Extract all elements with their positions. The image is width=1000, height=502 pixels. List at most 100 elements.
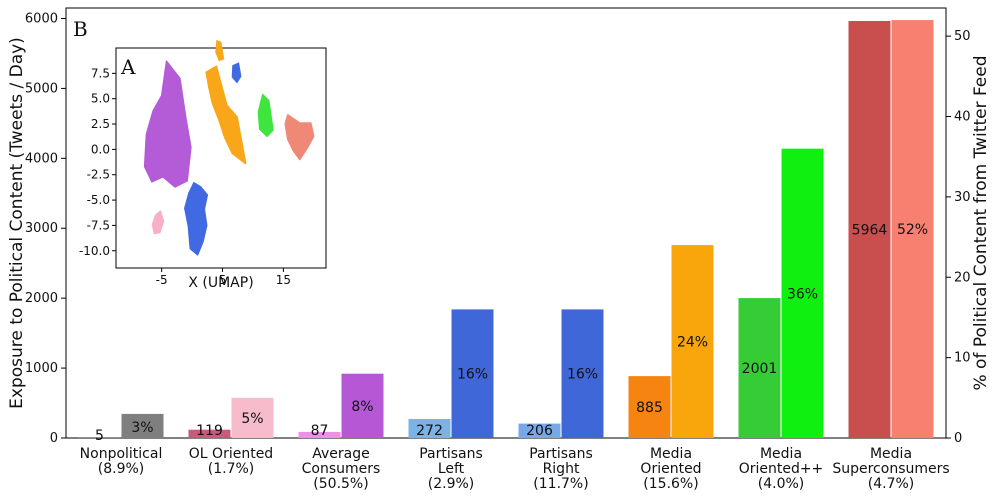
bar-percent-label: 36% — [787, 286, 818, 302]
bar-exposure — [518, 423, 561, 438]
inset-x-tick-label: -5 — [156, 273, 168, 287]
bar-percent-label: 3% — [131, 420, 153, 436]
bar-exposure — [628, 376, 671, 438]
umap-cluster — [257, 93, 274, 137]
bar-percent — [891, 20, 934, 439]
left-tick-label: 2000 — [25, 291, 58, 306]
right-tick-label: 30 — [954, 190, 971, 205]
inset-x-axis-title: X (UMAP) — [188, 275, 253, 291]
bar-percent — [231, 397, 274, 438]
inset-y-tick-label: 5.0 — [91, 92, 110, 106]
bar-value-label: 272 — [416, 423, 443, 439]
category-label: OL Oriented — [189, 446, 273, 462]
inset-y-tick-label: -7.5 — [87, 218, 110, 232]
bar-percent-label: 24% — [677, 335, 708, 351]
category-label: Average — [312, 446, 370, 462]
bar-exposure — [298, 431, 341, 438]
left-tick-label: 4000 — [25, 151, 58, 166]
bar-value-label: 2001 — [742, 361, 778, 377]
category-label: (4.0%) — [758, 476, 805, 492]
bar-value-label: 5964 — [852, 223, 888, 239]
category-label: Oriented++ — [739, 461, 824, 477]
left-axis-title: Exposure to Political Content (Tweets / … — [7, 37, 27, 409]
inset-y-tick-label: -5.0 — [87, 193, 110, 207]
umap-cluster — [184, 182, 209, 256]
bar-percent — [561, 309, 604, 438]
bar-exposure — [188, 429, 231, 438]
category-label: Media — [870, 446, 912, 462]
right-axis-title: % of Political Content from Twitter Feed — [971, 55, 991, 390]
inset-x-tick-label: 15 — [276, 273, 291, 287]
bar-percent-label: 16% — [457, 367, 488, 383]
umap-cluster-fragment — [215, 39, 225, 62]
category-label: Partisans — [529, 446, 593, 462]
bar-percent-label: 8% — [351, 399, 373, 415]
category-label: Superconsumers — [832, 461, 949, 477]
plot-frame — [65, 7, 947, 439]
left-axis: 0 1000 2000 3000 4000 5000 6000 — [25, 11, 66, 446]
bar-percent-label: 52% — [897, 222, 928, 238]
umap-cluster — [284, 114, 315, 161]
right-axis: 0 10 20 30 40 50 — [946, 29, 971, 446]
bar-percent-label: 5% — [241, 411, 263, 427]
bar-value-label: 5 — [95, 428, 104, 444]
inset-y-tick-label: -2.5 — [87, 168, 110, 182]
right-tick-label: 0 — [954, 431, 962, 446]
umap-cluster — [205, 65, 247, 165]
panel-label-b: B — [73, 17, 88, 41]
left-tick-label: 0 — [50, 431, 58, 446]
category-label: (4.7%) — [868, 476, 915, 492]
category-label: (2.9%) — [428, 476, 475, 492]
umap-cluster — [151, 210, 165, 235]
left-tick-label: 1000 — [25, 361, 58, 376]
category-label: Media — [760, 446, 802, 462]
panel-label-a: A — [120, 55, 136, 79]
bar-group — [78, 20, 934, 439]
bar-value-label: 119 — [196, 423, 223, 439]
category-label: Left — [438, 461, 465, 477]
bar-value-label: 87 — [311, 423, 329, 439]
category-label: Right — [543, 461, 580, 477]
left-tick-label: 5000 — [25, 81, 58, 96]
left-tick-label: 6000 — [25, 11, 58, 26]
bar-value-label: 206 — [526, 423, 553, 439]
left-tick-label: 3000 — [25, 221, 58, 236]
inset-x-tick-label: 5 — [219, 273, 227, 287]
bar-percent — [341, 373, 384, 438]
category-labels: Nonpolitical(8.9%) OL Oriented(1.7%) Avera… — [80, 446, 950, 492]
right-tick-label: 20 — [954, 270, 971, 285]
category-label: Media — [650, 446, 692, 462]
bar-percent — [451, 309, 494, 438]
umap-cluster-fragment — [231, 62, 242, 84]
inset-y-tick-label: 0.0 — [91, 142, 110, 156]
category-label: Consumers — [302, 461, 381, 477]
category-label: (15.6%) — [643, 476, 698, 492]
category-label: (50.5%) — [313, 476, 368, 492]
bar-exposure — [408, 418, 451, 438]
inset-axes: -5 5 15 7.5 5.0 2.5 0.0 -2.5 -5.0 -7.5 -10.0 — [79, 66, 291, 287]
inset-y-tick-label: -10.0 — [79, 244, 110, 258]
bar-percent — [781, 148, 824, 438]
category-label: (8.9%) — [98, 461, 145, 477]
right-tick-label: 10 — [954, 351, 971, 366]
umap-cluster — [143, 60, 192, 188]
bar-exposure — [848, 21, 891, 438]
bar-value-label: 885 — [636, 400, 663, 416]
category-label: Partisans — [419, 446, 483, 462]
inset-cluster-group — [143, 39, 315, 256]
umap-inset: -5 5 15 7.5 5.0 2.5 0.0 -2.5 -5.0 -7.5 -10.0 A X (… — [79, 39, 327, 291]
inset-y-tick-label: 7.5 — [91, 66, 110, 80]
category-label: Oriented — [640, 461, 701, 477]
bar-percent — [121, 413, 164, 438]
category-label: (11.7%) — [533, 476, 588, 492]
bar-label-group: 5 3% 119 5% 87 8% 272 16% 206 16% 885 24% 2001 36% 596… — [95, 222, 928, 444]
right-tick-label: 50 — [954, 29, 971, 44]
category-label: (1.7%) — [208, 461, 255, 477]
inset-y-tick-label: 2.5 — [91, 117, 110, 131]
category-label: Nonpolitical — [80, 446, 163, 462]
bar-percent — [671, 245, 714, 438]
bar-exposure — [738, 298, 781, 438]
right-tick-label: 40 — [954, 110, 971, 125]
bar-percent-label: 16% — [567, 367, 598, 383]
